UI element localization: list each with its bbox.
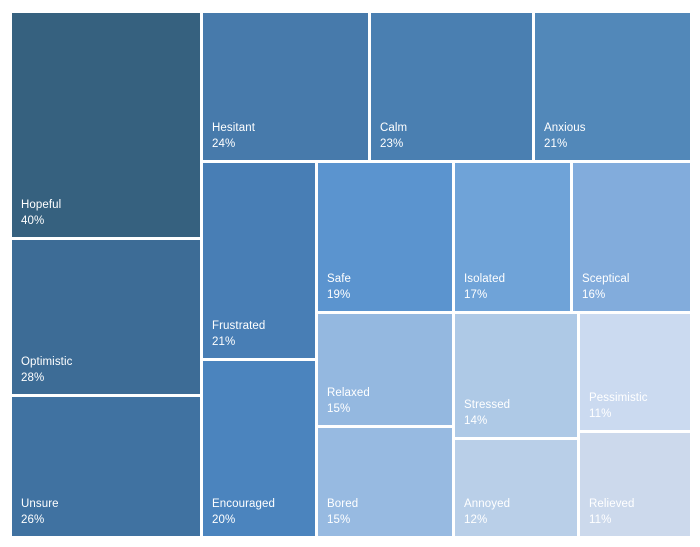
tile-percent-label: 15% (327, 514, 351, 527)
treemap-tile-hopeful[interactable]: Hopeful 40% (12, 13, 200, 237)
treemap-tile-anxious[interactable]: Anxious 21% (535, 13, 690, 160)
treemap-tile-optimistic[interactable]: Optimistic 28% (12, 240, 200, 394)
tile-percent-label: 15% (327, 403, 351, 416)
tile-category-label: Relieved (589, 497, 635, 510)
tile-percent-label: 26% (21, 514, 45, 527)
tile-percent-label: 16% (582, 289, 606, 302)
tile-percent-label: 19% (327, 289, 351, 302)
tile-percent-label: 21% (544, 138, 568, 151)
tile-category-label: Sceptical (582, 272, 630, 285)
tile-percent-label: 20% (212, 514, 236, 527)
tile-category-label: Encouraged (212, 497, 276, 510)
tile-category-label: Unsure (21, 497, 59, 510)
tile-category-label: Hopeful (21, 198, 62, 211)
treemap-tile-hesitant[interactable]: Hesitant 24% (203, 13, 368, 160)
tile-category-label: Calm (380, 121, 408, 134)
tile-category-label: Optimistic (21, 355, 73, 368)
tile-percent-label: 12% (464, 514, 488, 527)
treemap-tile-safe[interactable]: Safe 19% (318, 163, 452, 311)
treemap-tile-relieved[interactable]: Relieved 11% (580, 433, 690, 536)
treemap-tile-bored[interactable]: Bored 15% (318, 428, 452, 536)
tile-category-label: Bored (327, 497, 359, 510)
tile-category-label: Pessimistic (589, 391, 648, 404)
tile-category-label: Safe (327, 272, 352, 285)
treemap-tile-frustrated[interactable]: Frustrated 21% (203, 163, 315, 358)
tile-percent-label: 21% (212, 336, 236, 349)
tile-category-label: Anxious (544, 121, 586, 134)
tile-category-label: Stressed (464, 398, 511, 411)
tile-percent-label: 11% (589, 408, 612, 421)
tile-percent-label: 11% (589, 514, 612, 527)
treemap-tile-sceptical[interactable]: Sceptical 16% (573, 163, 690, 311)
treemap-tile-relaxed[interactable]: Relaxed 15% (318, 314, 452, 425)
tile-category-label: Hesitant (212, 121, 255, 134)
treemap-tile-unsure[interactable]: Unsure 26% (12, 397, 200, 536)
tile-percent-label: 40% (21, 215, 45, 228)
tile-category-label: Annoyed (464, 497, 511, 510)
treemap-tile-calm[interactable]: Calm 23% (371, 13, 532, 160)
tile-percent-label: 14% (464, 415, 488, 428)
tile-percent-label: 28% (21, 372, 45, 385)
tile-category-label: Relaxed (327, 386, 370, 399)
tile-percent-label: 17% (464, 289, 488, 302)
tile-percent-label: 23% (380, 138, 404, 151)
tile-percent-label: 24% (212, 138, 236, 151)
treemap-tile-isolated[interactable]: Isolated 17% (455, 163, 570, 311)
treemap-tile-pessimistic[interactable]: Pessimistic 11% (580, 314, 690, 430)
tile-category-label: Frustrated (212, 319, 266, 332)
treemap-tile-encouraged[interactable]: Encouraged 20% (203, 361, 315, 536)
tile-category-label: Isolated (464, 272, 506, 285)
treemap-tile-stressed[interactable]: Stressed 14% (455, 314, 577, 437)
treemap-tile-annoyed[interactable]: Annoyed 12% (455, 440, 577, 536)
